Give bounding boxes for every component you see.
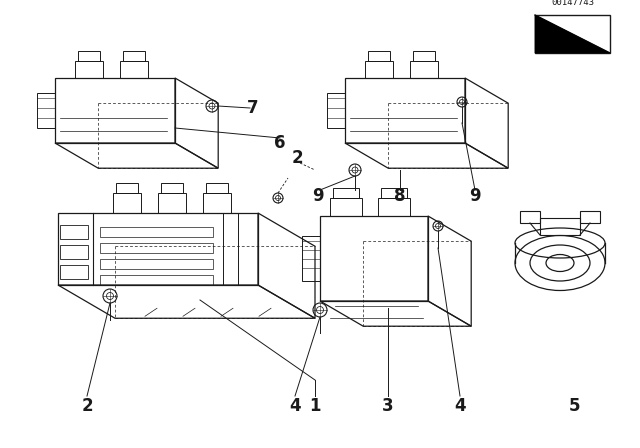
Text: 5: 5 (569, 397, 580, 415)
Text: 1: 1 (309, 397, 321, 415)
Text: 4: 4 (289, 397, 301, 415)
Text: 7: 7 (247, 99, 259, 117)
Text: 2: 2 (81, 397, 93, 415)
Text: 9: 9 (469, 187, 481, 205)
Text: 3: 3 (382, 397, 394, 415)
Text: 8: 8 (394, 187, 406, 205)
Polygon shape (535, 15, 610, 53)
Text: 00147743: 00147743 (551, 0, 594, 7)
Text: 4: 4 (454, 397, 466, 415)
Text: 6: 6 (275, 134, 285, 152)
Text: 2: 2 (291, 149, 303, 167)
Text: 9: 9 (312, 187, 324, 205)
